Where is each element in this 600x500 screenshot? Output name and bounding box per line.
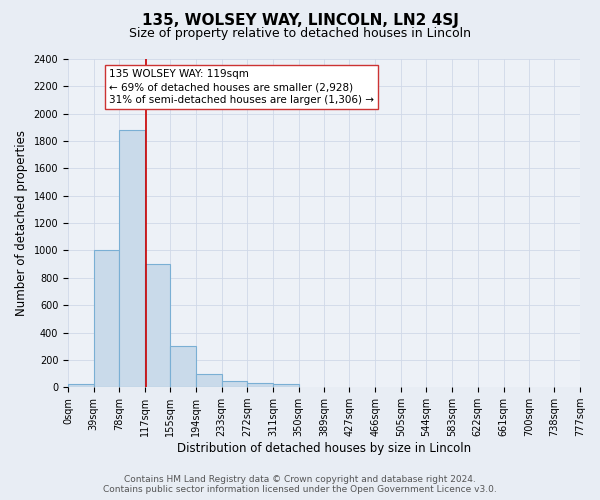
Text: Size of property relative to detached houses in Lincoln: Size of property relative to detached ho… <box>129 28 471 40</box>
Bar <box>221 381 247 387</box>
Bar <box>273 384 299 387</box>
Y-axis label: Number of detached properties: Number of detached properties <box>15 130 28 316</box>
X-axis label: Distribution of detached houses by size in Lincoln: Distribution of detached houses by size … <box>177 442 471 455</box>
Bar <box>94 250 119 387</box>
Bar <box>145 264 170 387</box>
Bar <box>170 346 196 387</box>
Text: Contains HM Land Registry data © Crown copyright and database right 2024.
Contai: Contains HM Land Registry data © Crown c… <box>103 474 497 494</box>
Bar <box>196 374 221 387</box>
Bar <box>247 383 273 387</box>
Text: 135, WOLSEY WAY, LINCOLN, LN2 4SJ: 135, WOLSEY WAY, LINCOLN, LN2 4SJ <box>142 12 458 28</box>
Bar <box>68 384 94 387</box>
Bar <box>119 130 145 387</box>
Text: 135 WOLSEY WAY: 119sqm
← 69% of detached houses are smaller (2,928)
31% of semi-: 135 WOLSEY WAY: 119sqm ← 69% of detached… <box>109 69 374 105</box>
